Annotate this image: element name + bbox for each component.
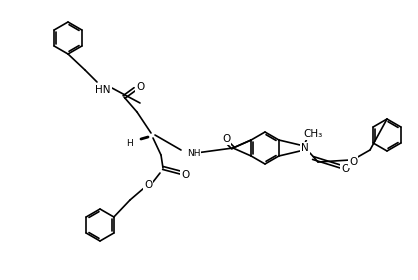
Text: HN: HN <box>95 85 111 95</box>
Text: CH₃: CH₃ <box>303 129 323 139</box>
Text: NH: NH <box>187 148 201 158</box>
Text: H: H <box>126 139 133 148</box>
Text: O: O <box>136 82 144 92</box>
Text: O: O <box>349 157 357 167</box>
Text: O: O <box>222 134 230 144</box>
Text: O: O <box>341 164 349 174</box>
Text: N: N <box>301 143 309 153</box>
Text: O: O <box>144 180 152 190</box>
Text: O: O <box>181 170 189 180</box>
